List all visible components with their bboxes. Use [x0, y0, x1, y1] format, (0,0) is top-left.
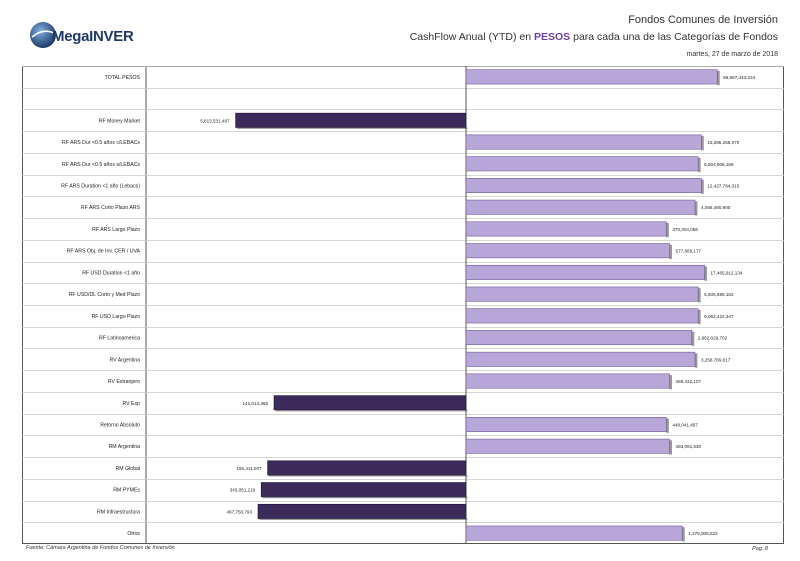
category-label: RF ARS Corto Plazo ARS [81, 205, 141, 211]
value-label: 9,062,422,347 [704, 314, 734, 319]
category-label: RF USD/DL Corto y Med Plazo [69, 292, 140, 298]
bar-positive [465, 286, 699, 302]
value-label: 577,669,177 [676, 249, 702, 254]
bar-negative [260, 482, 467, 498]
bar-positive [465, 221, 667, 237]
bar-positive [465, 264, 705, 280]
value-label: 8,504,906,166 [704, 162, 734, 167]
category-label: RF USD Duration <1 año [82, 270, 140, 276]
bar-negative [267, 460, 467, 476]
bar-positive [465, 178, 702, 193]
value-label: 15,295,258,070 [707, 140, 739, 145]
bar-negative [257, 503, 467, 519]
report-title: Fondos Comunes de Inversión [628, 14, 778, 26]
bar-positive [465, 373, 670, 389]
report-subtitle: CashFlow Anual (YTD) en PESOS para cada … [410, 31, 778, 43]
bar-shadow [704, 266, 707, 281]
report-date: martes, 27 de marzo de 2018 [686, 51, 778, 58]
value-label: 343,051,219 [230, 488, 256, 493]
value-label: 493,091,530 [676, 444, 702, 449]
bar-positive [465, 69, 718, 85]
bar-shadow [666, 222, 669, 238]
value-label: 469,432,107 [676, 379, 702, 384]
category-label: RM Argentina [109, 444, 141, 450]
bar-shadow [669, 244, 673, 260]
bar-positive [465, 417, 667, 432]
category-label: Retorno Absoluto [100, 423, 140, 429]
bar-shadow [694, 353, 698, 368]
bar-shadow [669, 440, 673, 455]
bar-positive [465, 525, 683, 541]
logo-globe-icon [30, 22, 56, 48]
bar-shadow [269, 475, 468, 477]
bar-negative [273, 395, 467, 411]
bar-shadow [698, 157, 701, 173]
bar-shadow [666, 418, 669, 433]
bar-negative [235, 112, 467, 128]
value-label: 17,465,912,134 [711, 270, 743, 275]
logo-text: MegaINVER [52, 28, 134, 45]
bar-positive [465, 351, 696, 367]
bar-positive [465, 438, 670, 454]
bar-shadow [694, 201, 698, 216]
category-label: RM Infraestructura [97, 509, 140, 515]
value-label: 4,058,480,900 [701, 205, 731, 210]
bar-shadow [682, 527, 685, 542]
category-label: RF Money Market [99, 118, 141, 124]
category-label: RF ARS Dur <0.5 años s/LEBACs [62, 162, 140, 168]
report-header: Fondos Comunes de Inversión CashFlow Anu… [410, 14, 778, 58]
category-label: TOTAL PESOS [105, 75, 141, 81]
page-number: Pag. 8 [752, 546, 768, 552]
category-label: RF ARS Obj. de Inv. CER / UVA [67, 249, 141, 255]
bar-positive [465, 330, 693, 346]
category-label: RF Latinoamerica [99, 336, 140, 342]
bar-shadow [691, 331, 695, 346]
bar-positive [465, 243, 670, 259]
subtitle-post: para cada una de las Categorías de Fondo… [570, 31, 778, 43]
bar-shadow [698, 309, 701, 325]
value-label: 3,258,789,017 [701, 357, 731, 362]
bar-shadow [669, 375, 673, 390]
bar-shadow [237, 127, 468, 129]
cashflow-bar-chart: TOTAL PESOS 56,697,443,234 RF Money Market… [22, 66, 784, 544]
category-label: RF ARS Largo Plazo [92, 227, 140, 233]
source-note: Fuente: Cámara Argentina de Fondos Comun… [26, 545, 175, 551]
megainver-logo: MegaINVER [28, 20, 138, 52]
value-label: 497,750,793 [226, 509, 252, 514]
bar-shadow [698, 288, 701, 303]
value-label: 12,427,784,315 [707, 184, 739, 189]
category-label: RF ARS Dur <0.5 años c/LEBACs [62, 140, 140, 146]
bar-positive [465, 199, 696, 215]
value-label: 56,697,443,234 [723, 75, 755, 80]
category-label: RM PYMEs [113, 488, 140, 494]
bar-shadow [701, 136, 704, 151]
category-label: RV Esp [123, 401, 141, 407]
value-label: 448,041,457 [672, 423, 698, 428]
category-label: RF USD Largo Plazo [92, 314, 141, 320]
category-label: RV Extranjero [108, 379, 140, 385]
category-label: RM Global [115, 466, 140, 472]
value-label: 165,411,007 [236, 466, 262, 471]
value-label: 5,613,531,497 [200, 118, 230, 123]
value-label: 141,014,366 [242, 401, 268, 406]
bar-positive [465, 308, 699, 324]
category-label: RF ARS Duration <1 año (Lebacs) [61, 184, 140, 190]
bar-positive [465, 134, 702, 150]
bar-shadow [262, 496, 468, 499]
value-label: 2,962,029,702 [698, 336, 728, 341]
subtitle-pre: CashFlow Anual (YTD) en [409, 31, 534, 43]
value-label: 1,279,005,523 [688, 531, 718, 536]
bar-shadow [701, 179, 704, 194]
bar-shadow [717, 70, 720, 86]
bar-shadow [259, 518, 468, 520]
subtitle-highlight: PESOS [534, 31, 571, 43]
bar-positive [465, 156, 699, 172]
value-label: 5,805,889,162 [704, 292, 734, 297]
category-label: Otros [127, 531, 140, 537]
bar-shadow [275, 409, 468, 412]
value-label: 370,304,056 [672, 227, 698, 232]
category-label: RV Argentina [110, 357, 141, 363]
